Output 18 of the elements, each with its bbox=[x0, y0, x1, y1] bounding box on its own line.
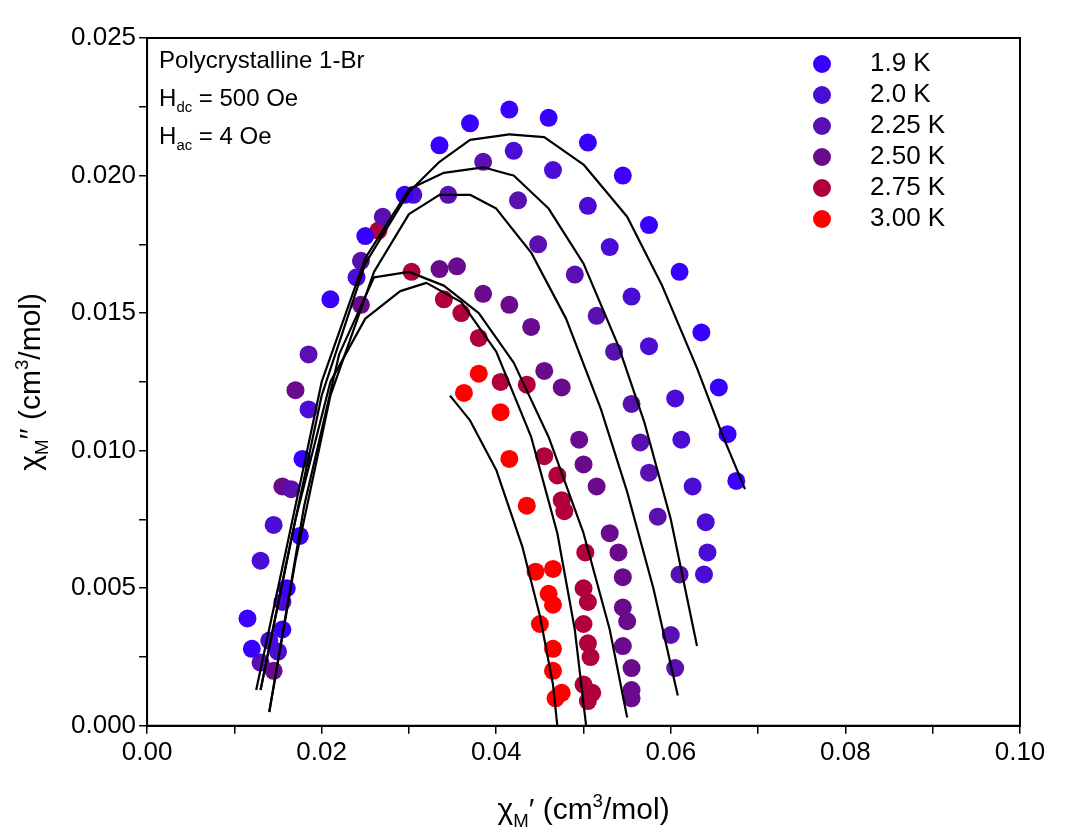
y-tick-label: 0.005 bbox=[70, 571, 137, 602]
x-tick-label: 0.10 bbox=[994, 735, 1046, 766]
y-tick-label: 0.010 bbox=[70, 433, 137, 464]
y-tick-label: 0.020 bbox=[70, 158, 137, 189]
legend-label: 2.25 K bbox=[870, 109, 946, 140]
x-tick-label: 0.02 bbox=[296, 735, 347, 766]
y-tick-label: 0.025 bbox=[70, 21, 137, 52]
annotation: Polycrystalline 1-Br bbox=[159, 46, 365, 73]
legend-label: 1.9 K bbox=[870, 47, 932, 78]
x-tick-label: 0.06 bbox=[645, 735, 697, 766]
legend-label: 2.50 K bbox=[870, 140, 946, 171]
legend-label: 2.75 K bbox=[870, 171, 946, 202]
legend-label: 3.00 K bbox=[870, 202, 946, 233]
y-axis-title: χM′′ (cm3/mol) bbox=[11, 292, 52, 471]
legend-label: 2.0 K bbox=[870, 78, 932, 109]
y-tick-label: 0.015 bbox=[70, 296, 137, 327]
x-tick-label: 0.04 bbox=[470, 735, 522, 766]
x-tick-label: 0.08 bbox=[820, 735, 871, 766]
